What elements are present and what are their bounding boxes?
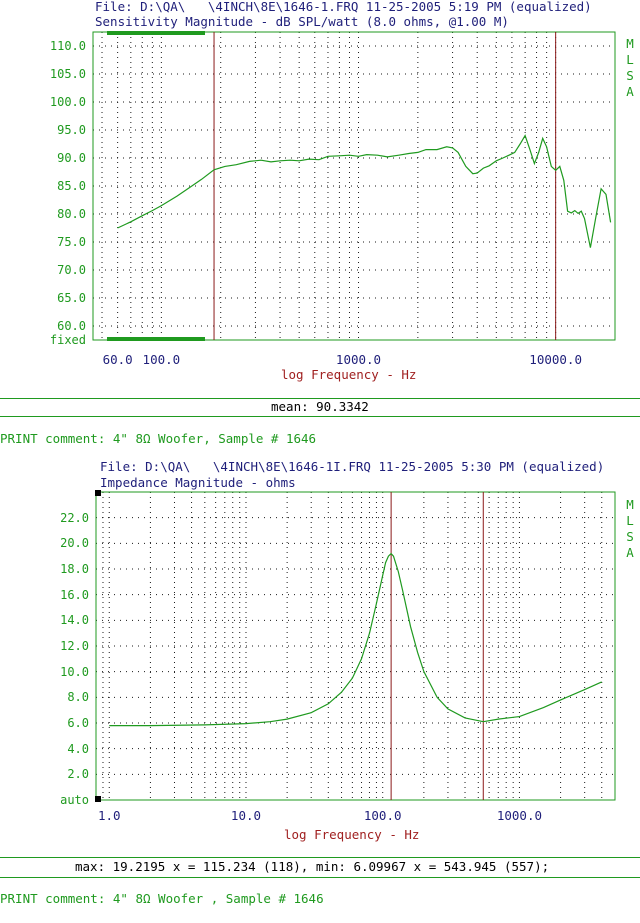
y-tick-label: 85.0	[57, 179, 86, 193]
plot-frame	[92, 31, 616, 341]
divider	[0, 877, 640, 878]
y-tick-label: 100.0	[49, 95, 86, 109]
response-curve	[109, 552, 602, 727]
plot-frame	[95, 491, 616, 801]
side-letter: L	[626, 513, 634, 528]
y-tick-label: 105.0	[49, 67, 86, 81]
divider	[0, 398, 640, 399]
y-tick-label: 110.0	[49, 39, 86, 53]
x-tick-label: 10.0	[230, 808, 262, 823]
x-axis-label-1: log Frequency - Hz	[281, 367, 417, 382]
side-letter: S	[626, 529, 634, 544]
y-tick-label: 14.0	[60, 613, 89, 628]
x-tick-label: 1.0	[97, 808, 121, 823]
corner-marker-bottom	[95, 796, 101, 802]
x-tick-label: 100.0	[363, 808, 402, 823]
y-tick-label: 18.0	[60, 562, 89, 576]
divider	[0, 857, 640, 858]
y-tick-label: 90.0	[57, 151, 86, 165]
side-letter: L	[626, 52, 634, 67]
y-tick-label: 22.0	[60, 510, 89, 525]
x-tick-label: 10000.0	[529, 352, 582, 367]
print-comment-2: PRINT comment: 4" 8Ω Woofer , Sample # 1…	[0, 891, 324, 906]
x-tick-label: 100.0	[142, 352, 181, 367]
y-tick-label: 2.0	[67, 767, 89, 782]
side-letter: M	[626, 36, 634, 51]
y-tick-label: 6.0	[67, 716, 89, 730]
y-tick-label: 20.0	[60, 536, 89, 551]
limit-bar-top	[107, 31, 205, 35]
divider	[0, 416, 640, 417]
y-tick-label: 70.0	[57, 263, 86, 277]
y-tick-label: 12.0	[60, 639, 89, 653]
file-line-1: File: D:\QA\ \4INCH\8E\1646-1.FRQ 11-25-…	[95, 0, 592, 14]
corner-marker-top	[95, 490, 101, 496]
y-tick-label: 80.0	[57, 207, 86, 221]
chart-title-1: Sensitivity Magnitude - dB SPL/watt (8.0…	[95, 14, 509, 29]
print-comment-1: PRINT comment: 4" 8Ω Woofer, Sample # 16…	[0, 431, 317, 446]
x-tick-label: 1000.0	[335, 352, 382, 367]
x-tick-label: 1000.0	[496, 808, 542, 823]
y-tick-label: 10.0	[60, 664, 89, 679]
y-tick-label: 65.0	[57, 291, 86, 305]
x-axis-label-2: log Frequency - Hz	[284, 827, 420, 842]
chart-title-2: Impedance Magnitude - ohms	[100, 475, 296, 490]
side-letter: A	[626, 545, 634, 560]
y-tick-label: 8.0	[67, 690, 89, 705]
limit-bar-bottom	[107, 337, 205, 341]
y-tick-label: 4.0	[67, 741, 89, 756]
y-tick-label: auto	[60, 793, 89, 807]
file-line-2: File: D:\QA\ \4INCH\8E\1646-1I.FRQ 11-25…	[100, 459, 605, 474]
y-tick-label: fixed	[49, 333, 86, 347]
max-min-readout: max: 19.2195 x = 115.234 (118), min: 6.0…	[75, 859, 550, 874]
response-curve	[117, 134, 612, 248]
side-letter: M	[626, 497, 634, 512]
y-tick-label: 60.0	[57, 319, 86, 333]
side-letter: A	[626, 84, 634, 99]
y-tick-label: 95.0	[57, 123, 86, 137]
side-letter: S	[626, 68, 634, 83]
mean-readout: mean: 90.3342	[271, 399, 369, 414]
y-tick-label: 16.0	[60, 587, 89, 602]
y-tick-label: 75.0	[57, 235, 86, 249]
x-tick-label: 60.0	[102, 352, 133, 367]
